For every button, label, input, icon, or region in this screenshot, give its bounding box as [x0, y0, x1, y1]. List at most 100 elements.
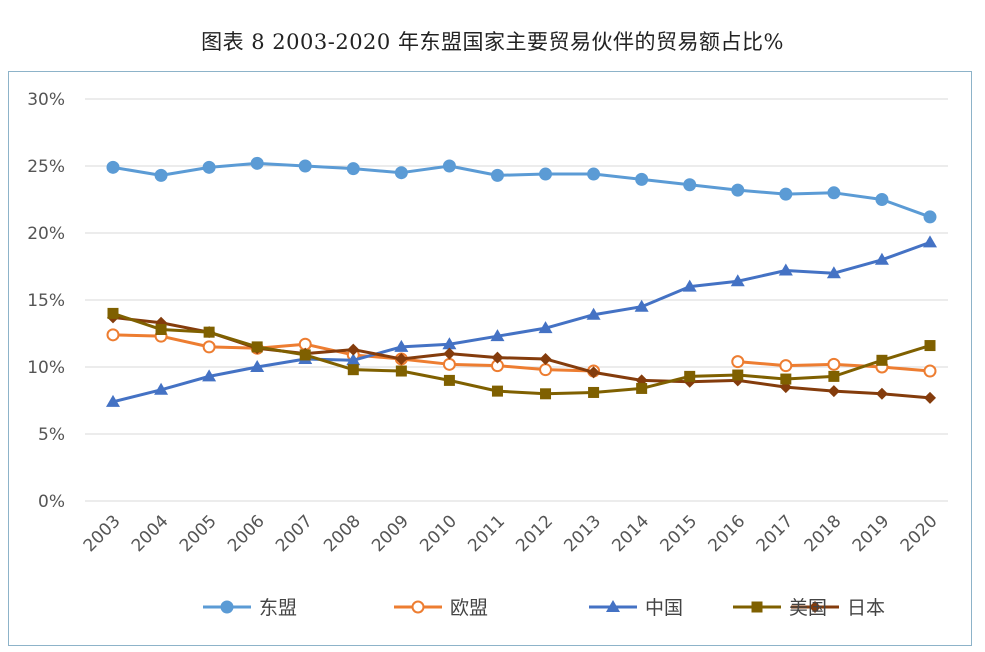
- data-point: [202, 340, 216, 354]
- y-tick-label: 0%: [38, 492, 65, 512]
- x-tick-label: 2009: [368, 511, 413, 556]
- series-line: [112, 315, 931, 400]
- data-point: [827, 385, 840, 398]
- data-point: [684, 370, 696, 382]
- data-point: [732, 369, 744, 381]
- data-point: [876, 354, 888, 366]
- data-point: [298, 159, 312, 173]
- data-point: [586, 307, 601, 320]
- chart-caption: 图表 8 2003-2020 年东盟国家主要贸易伙伴的贸易额占比%: [201, 30, 784, 54]
- x-tick-label: 2015: [657, 511, 702, 556]
- x-tick-label: 2017: [753, 511, 798, 556]
- data-point: [731, 183, 745, 197]
- series-日本: [107, 311, 936, 404]
- data-point: [106, 394, 120, 407]
- legend-item: 日本: [791, 597, 885, 619]
- data-point: [875, 193, 889, 206]
- data-point: [606, 600, 620, 612]
- x-tick-label: 2014: [608, 511, 653, 556]
- data-point: [828, 370, 840, 382]
- x-tick-label: 2010: [416, 511, 461, 556]
- data-point: [874, 252, 889, 265]
- data-point: [778, 263, 793, 276]
- legend-item: 欧盟: [394, 597, 488, 619]
- x-tick-label: 2013: [560, 511, 605, 556]
- x-tick-label: 2016: [705, 511, 750, 556]
- legend-item: 东盟: [203, 597, 297, 619]
- data-point: [730, 274, 745, 287]
- series-欧盟: [106, 328, 937, 378]
- data-point: [539, 167, 553, 181]
- data-point: [780, 373, 792, 385]
- data-point: [442, 337, 457, 350]
- data-point: [731, 355, 745, 369]
- data-point: [923, 210, 937, 224]
- data-point: [826, 266, 841, 279]
- data-point: [587, 366, 600, 379]
- data-point: [155, 323, 167, 335]
- x-tick-label: 2018: [801, 511, 846, 556]
- data-point: [923, 235, 937, 248]
- x-tick-label: 2011: [464, 511, 509, 556]
- series-中国: [106, 235, 937, 407]
- data-point: [827, 186, 841, 200]
- x-tick-label: 2005: [176, 511, 221, 556]
- data-point: [827, 357, 841, 371]
- data-point: [539, 363, 553, 377]
- x-tick-label: 2003: [80, 511, 125, 556]
- data-point: [588, 386, 600, 398]
- data-point: [540, 388, 552, 400]
- data-point: [394, 339, 409, 352]
- data-point: [875, 387, 888, 400]
- legend-label: 美国: [789, 597, 827, 619]
- legend-label: 东盟: [259, 597, 297, 619]
- data-point: [202, 160, 216, 174]
- data-point: [347, 364, 359, 376]
- x-tick-label: 2004: [128, 511, 173, 556]
- data-point: [491, 351, 504, 364]
- x-tick-label: 2007: [272, 511, 317, 556]
- data-point: [106, 328, 120, 342]
- data-point: [346, 162, 360, 176]
- data-point: [682, 279, 697, 292]
- data-point: [779, 187, 793, 201]
- data-point: [442, 159, 456, 173]
- data-point: [395, 352, 408, 365]
- data-point: [490, 168, 504, 182]
- x-tick-label: 2019: [849, 511, 894, 556]
- legend-item: 美国: [733, 597, 827, 619]
- legend-label: 欧盟: [450, 597, 488, 619]
- y-tick-label: 25%: [27, 157, 65, 177]
- data-point: [539, 352, 552, 365]
- series-美国: [107, 307, 936, 400]
- x-tick-label: 2006: [224, 511, 269, 556]
- data-point: [106, 160, 120, 174]
- data-point: [442, 357, 456, 371]
- y-tick-label: 15%: [27, 291, 65, 311]
- data-point: [683, 178, 697, 192]
- data-point: [490, 329, 505, 342]
- data-point: [251, 341, 263, 353]
- series-line: [112, 311, 931, 396]
- data-point: [250, 156, 264, 170]
- data-point: [443, 347, 456, 360]
- y-tick-label: 5%: [38, 425, 65, 445]
- data-point: [491, 385, 503, 397]
- data-point: [924, 340, 936, 352]
- data-point: [751, 601, 763, 613]
- data-point: [154, 382, 169, 395]
- data-point: [636, 382, 648, 394]
- data-point: [924, 391, 936, 404]
- legend-label: 中国: [645, 597, 683, 619]
- x-tick-label: 2020: [897, 511, 942, 556]
- data-point: [250, 360, 265, 372]
- data-point: [635, 172, 649, 186]
- data-point: [809, 601, 821, 613]
- data-point: [299, 349, 311, 361]
- data-point: [634, 299, 649, 312]
- y-tick-label: 30%: [27, 90, 65, 110]
- data-point: [107, 307, 119, 319]
- series-东盟: [106, 156, 937, 224]
- series-line: [112, 240, 931, 404]
